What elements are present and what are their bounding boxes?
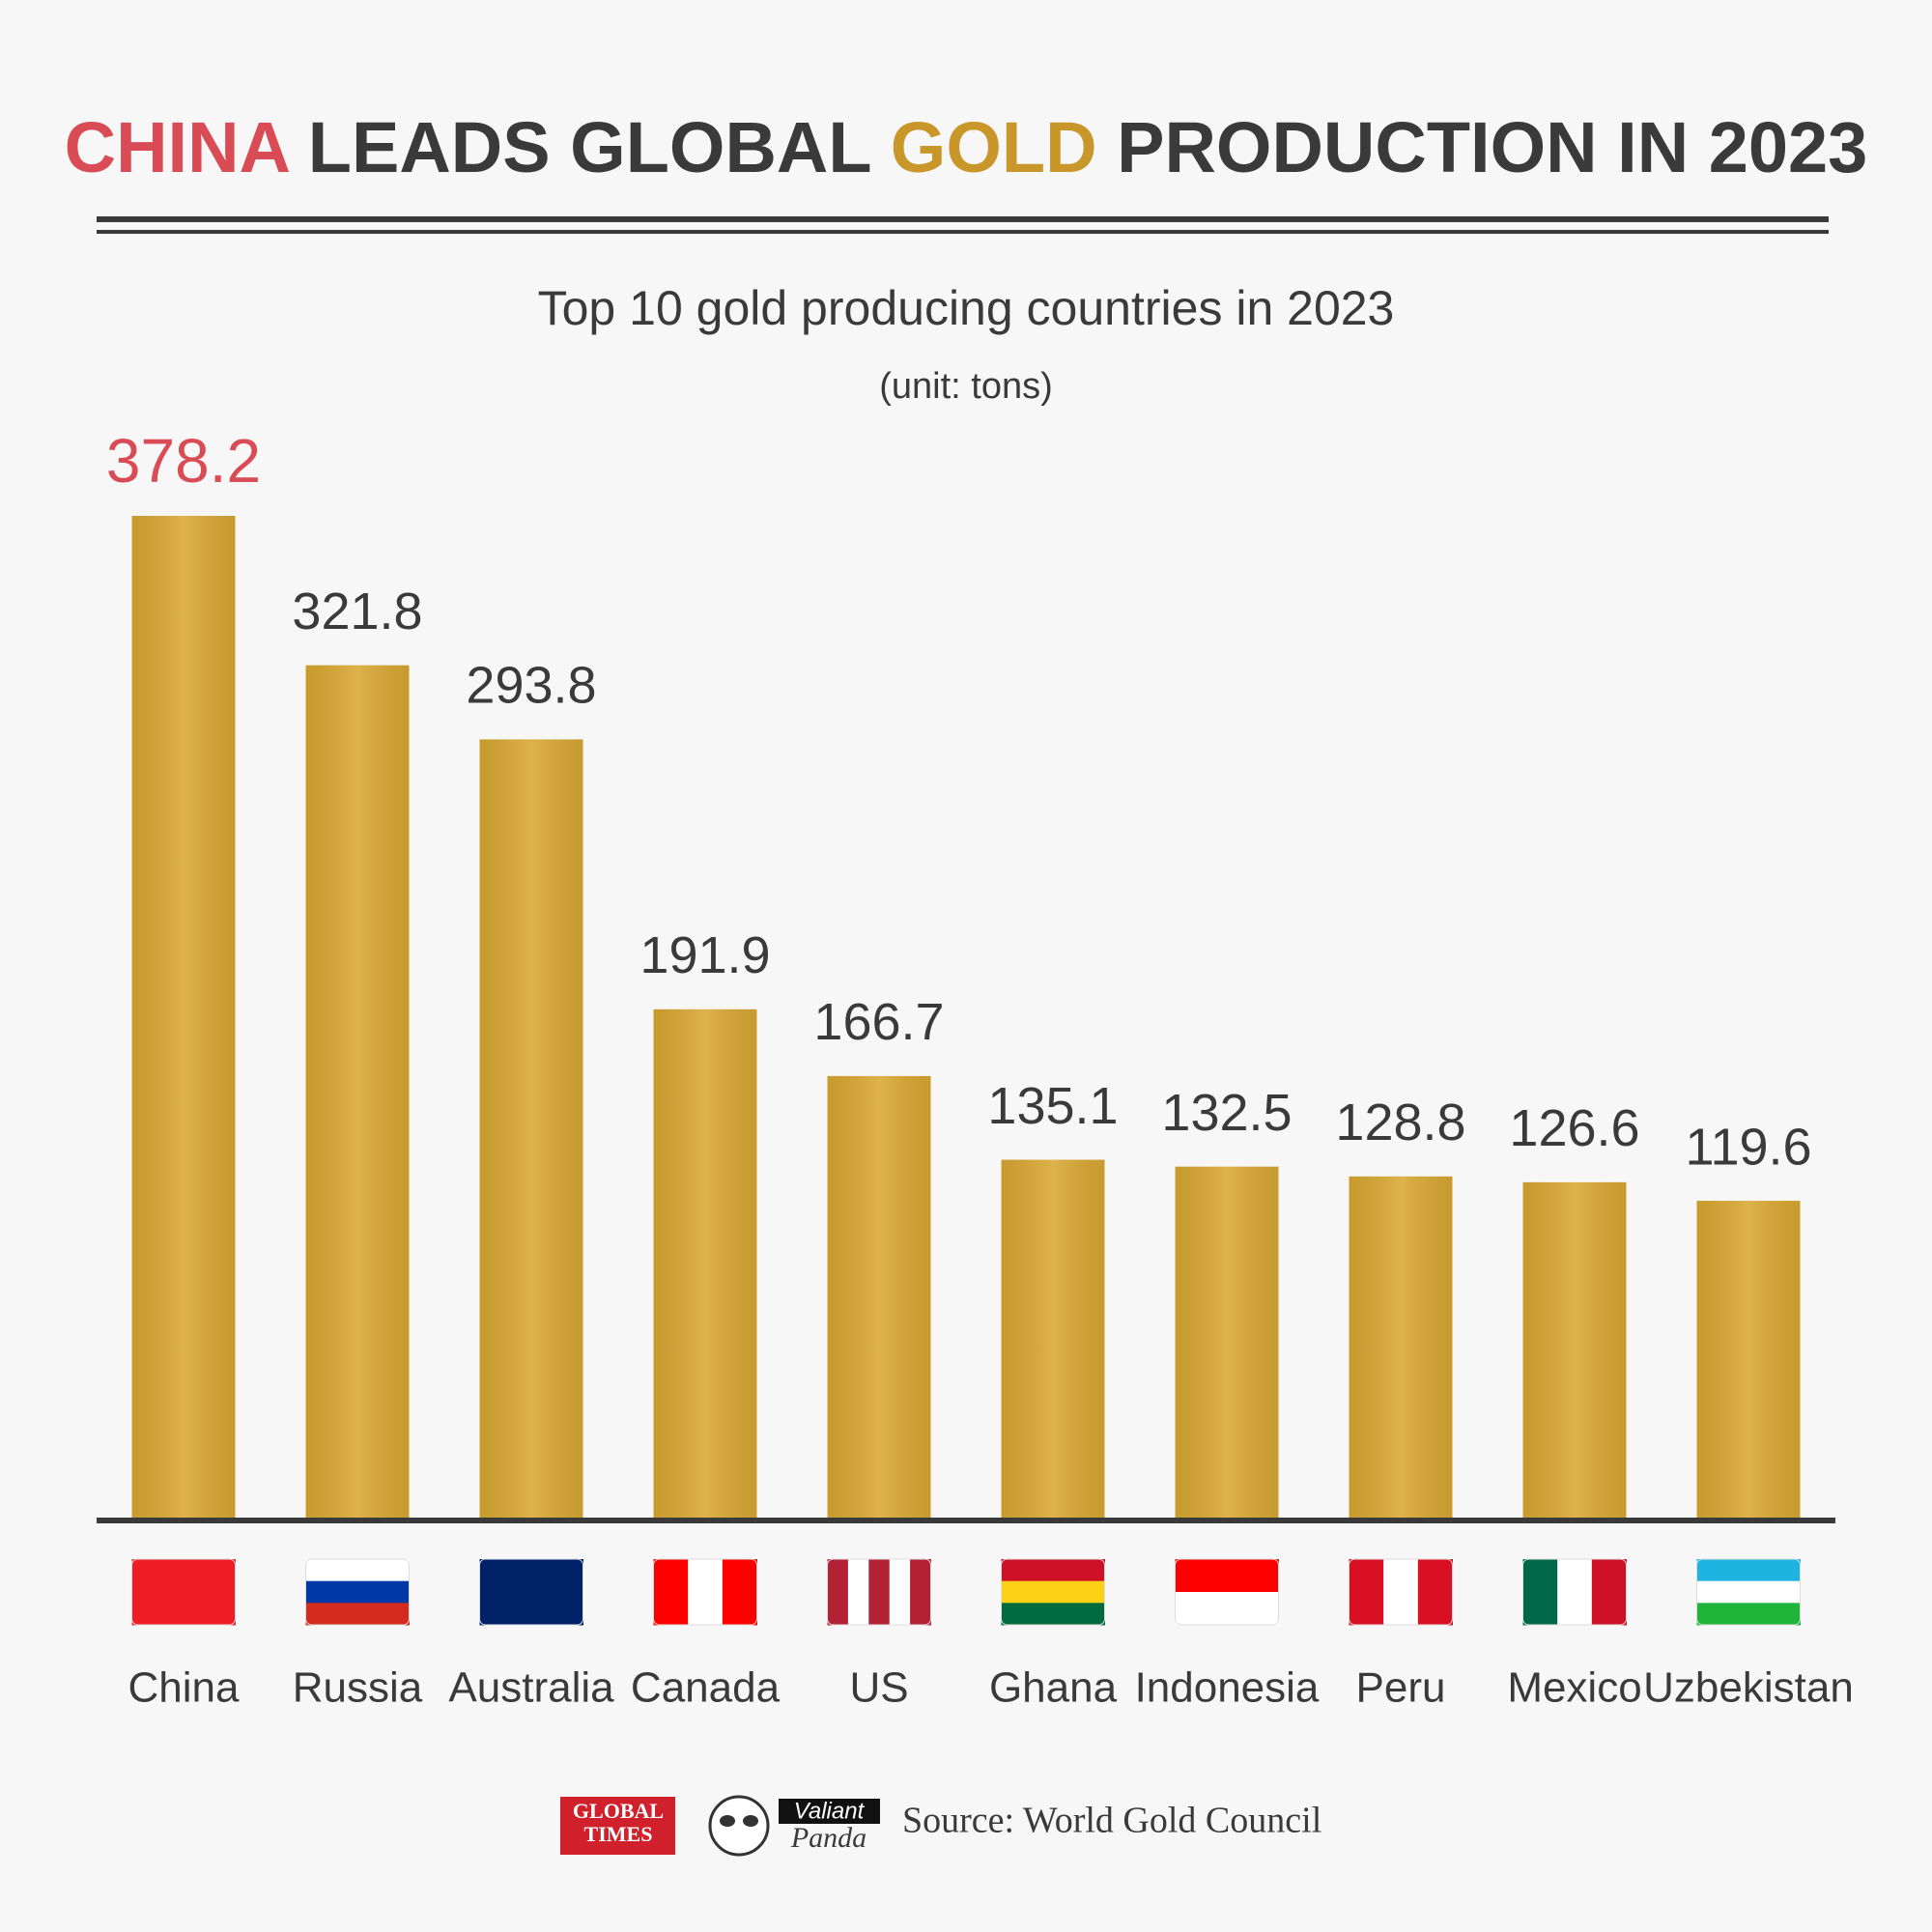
logo-text: Panda <box>790 1822 867 1854</box>
x-tick-label: Mexico <box>1507 1664 1641 1712</box>
value-label: 132.5 <box>1161 1084 1292 1142</box>
flag-part <box>131 1559 236 1626</box>
bar-sheen <box>1349 1176 1453 1518</box>
flag-border <box>1349 1558 1453 1626</box>
panda-icon <box>708 1795 770 1857</box>
logo <box>560 1797 675 1855</box>
value-label: 128.8 <box>1335 1094 1465 1151</box>
rule <box>97 230 1829 234</box>
flag-part <box>305 1559 410 1582</box>
subtitle: Top 10 gold producing countries in 2023 <box>538 281 1395 335</box>
flag-part <box>305 1603 410 1626</box>
flag-part <box>1383 1559 1419 1626</box>
value-label: 135.1 <box>987 1077 1118 1135</box>
bar-sheen <box>653 1009 757 1518</box>
flag-part <box>305 1580 410 1604</box>
x-tick-label: Uzbekistan <box>1643 1664 1854 1712</box>
value-label: 166.7 <box>813 993 944 1051</box>
flag-border <box>479 1558 583 1626</box>
flag-part <box>1696 1603 1801 1626</box>
flag-part <box>653 1559 689 1626</box>
flag-part <box>1417 1559 1453 1626</box>
flag <box>131 1558 236 1626</box>
flag-part <box>479 1559 583 1626</box>
logo-text: TIMES <box>584 1822 653 1846</box>
flag <box>1001 1558 1105 1626</box>
x-tick-label: Indonesia <box>1135 1664 1320 1712</box>
flag <box>1175 1558 1279 1626</box>
flag-border <box>1001 1558 1105 1626</box>
flag-part <box>1175 1559 1279 1593</box>
x-axis <box>97 1518 1835 1523</box>
flag-part <box>1349 1559 1384 1626</box>
panda-eye <box>720 1815 735 1827</box>
bar-sheen <box>1001 1159 1105 1518</box>
value-label: 191.9 <box>639 926 770 984</box>
logo <box>779 1799 880 1824</box>
value-label: 321.8 <box>292 582 422 640</box>
x-tick-label: Peru <box>1356 1664 1446 1712</box>
flag-border <box>131 1558 236 1626</box>
flag <box>1696 1558 1801 1626</box>
logo-text: GLOBAL <box>573 1799 664 1823</box>
flag-part <box>1696 1559 1801 1582</box>
value-label: 119.6 <box>1685 1118 1811 1176</box>
flag-part <box>722 1559 757 1626</box>
flag <box>305 1558 410 1626</box>
flag <box>653 1558 757 1626</box>
flag-part <box>1175 1592 1279 1626</box>
bar-sheen <box>305 665 410 1518</box>
flag-part <box>1001 1603 1105 1626</box>
rule <box>97 216 1829 222</box>
flag-border <box>1175 1558 1279 1626</box>
flag-border <box>305 1558 410 1626</box>
flag-part <box>1591 1559 1627 1626</box>
flag-part <box>868 1559 891 1626</box>
value-label: 293.8 <box>466 657 596 715</box>
flag-part <box>889 1559 911 1626</box>
chart-title: CHINA LEADS GLOBAL GOLD PRODUCTION IN 20… <box>65 107 1868 187</box>
flag-part <box>827 1559 849 1626</box>
bar-sheen <box>827 1075 931 1518</box>
x-tick-label: Canada <box>631 1664 781 1712</box>
flag-part <box>1557 1559 1593 1626</box>
flag-part <box>1522 1559 1558 1626</box>
unit: (unit: tons) <box>879 366 1053 407</box>
x-tick-label: Russia <box>293 1664 423 1712</box>
value-label: 126.6 <box>1509 1099 1639 1157</box>
source: Source: World Gold Council <box>902 1801 1321 1841</box>
flag <box>1349 1558 1453 1626</box>
logo-text: Valiant <box>794 1798 866 1824</box>
flag-border <box>827 1558 931 1626</box>
flag-border <box>1522 1558 1627 1626</box>
panda-eye <box>743 1815 758 1827</box>
x-tick-label: China <box>128 1664 240 1712</box>
bar-sheen <box>479 739 583 1518</box>
flag-part <box>847 1559 869 1626</box>
x-tick-label: Australia <box>448 1664 614 1712</box>
flag-part <box>1696 1580 1801 1604</box>
flag-part <box>1001 1580 1105 1604</box>
flag <box>479 1558 583 1626</box>
bar-sheen <box>131 516 236 1518</box>
flag <box>827 1558 931 1626</box>
value-label: 378.2 <box>106 426 261 496</box>
flag-border <box>1696 1558 1801 1626</box>
flag-part <box>688 1559 724 1626</box>
flag-part <box>910 1559 931 1626</box>
bar-sheen <box>1175 1166 1279 1518</box>
flag-border <box>653 1558 757 1626</box>
bar-sheen <box>1522 1181 1627 1518</box>
x-tick-label: US <box>849 1664 908 1712</box>
bar-sheen <box>1696 1201 1801 1518</box>
flag-part <box>1001 1559 1105 1582</box>
x-tick-label: Ghana <box>989 1664 1118 1712</box>
flag <box>1522 1558 1627 1626</box>
